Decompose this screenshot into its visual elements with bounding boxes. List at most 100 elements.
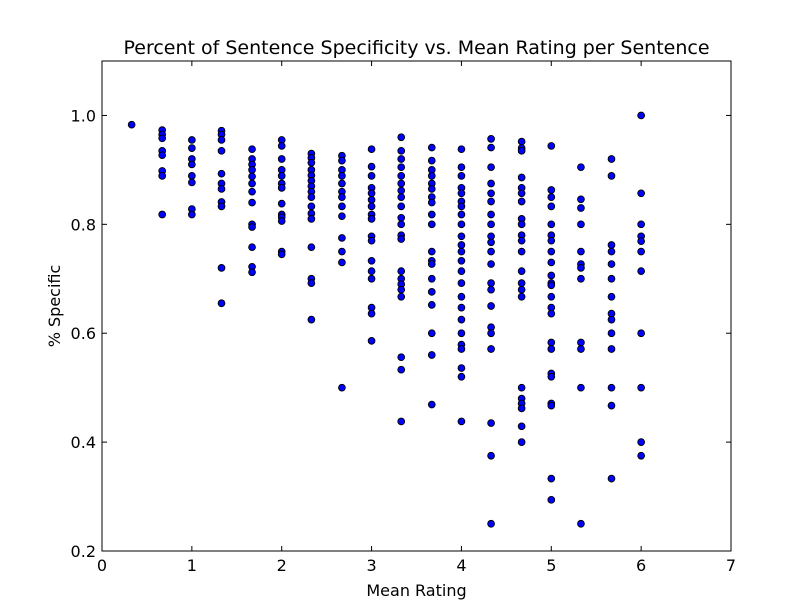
data-point — [457, 145, 466, 154]
data-point — [367, 162, 376, 171]
data-point — [217, 202, 226, 211]
data-point — [637, 329, 645, 338]
data-point — [307, 243, 316, 252]
data-point — [367, 309, 376, 318]
data-point — [307, 315, 316, 324]
data-point — [457, 163, 466, 172]
data-point — [248, 179, 256, 188]
data-point — [248, 187, 256, 196]
data-point — [517, 404, 526, 413]
data-point — [607, 292, 616, 301]
data-point — [547, 247, 556, 256]
data-point — [248, 166, 256, 174]
data-point — [158, 134, 167, 143]
data-point — [487, 163, 495, 172]
data-point — [517, 383, 526, 392]
data-point — [457, 279, 466, 287]
data-point — [217, 264, 226, 272]
x-tick-label: 4 — [456, 556, 466, 575]
data-point — [397, 179, 406, 188]
data-point — [277, 250, 286, 259]
data-point — [188, 144, 196, 152]
data-point — [427, 274, 436, 283]
x-tick-label: 6 — [636, 556, 646, 575]
data-point — [127, 120, 136, 129]
data-point — [487, 220, 495, 229]
data-point — [517, 422, 526, 431]
data-point — [427, 172, 436, 180]
data-point — [487, 179, 495, 188]
data-point — [487, 419, 495, 427]
data-point — [427, 198, 436, 207]
data-point — [487, 247, 495, 256]
data-point — [397, 202, 406, 211]
data-point — [577, 247, 585, 256]
data-point — [457, 241, 466, 249]
data-point — [637, 438, 645, 446]
y-tick-label: 1.0 — [71, 106, 96, 125]
data-point — [397, 133, 406, 142]
data-point — [338, 383, 346, 392]
data-point — [487, 451, 495, 460]
data-point — [517, 197, 526, 206]
data-point — [607, 383, 616, 392]
data-point — [457, 172, 466, 180]
data-point — [547, 338, 556, 347]
data-point — [248, 198, 256, 207]
data-point — [338, 172, 346, 180]
data-point — [397, 146, 406, 155]
data-point — [427, 400, 436, 409]
data-point — [367, 145, 376, 154]
data-point — [397, 292, 406, 301]
data-point — [248, 172, 256, 181]
data-point — [637, 451, 645, 460]
data-point — [607, 241, 616, 249]
data-point — [217, 185, 226, 193]
data-point — [487, 143, 495, 152]
data-point — [188, 178, 196, 187]
chart-title: Percent of Sentence Specificity vs. Mean… — [123, 37, 709, 59]
data-point — [547, 495, 556, 504]
data-point — [367, 189, 376, 198]
data-point — [307, 215, 316, 223]
data-point — [577, 519, 585, 528]
data-point — [158, 172, 167, 180]
data-point — [607, 155, 616, 163]
data-point — [338, 179, 346, 188]
data-point — [367, 236, 376, 245]
data-point — [338, 258, 346, 267]
data-point — [487, 238, 495, 247]
data-point — [637, 247, 645, 256]
data-point — [457, 364, 466, 372]
data-point — [277, 184, 286, 192]
x-tick-label: 0 — [97, 556, 107, 575]
data-point — [427, 156, 436, 165]
data-point — [517, 267, 526, 276]
data-point — [547, 309, 556, 318]
data-point — [547, 236, 556, 245]
data-point — [427, 185, 436, 193]
data-point — [457, 303, 466, 312]
data-point — [277, 172, 286, 180]
data-point — [547, 258, 556, 267]
data-point — [158, 151, 167, 160]
data-point — [307, 202, 316, 211]
data-point — [457, 292, 466, 301]
data-point — [367, 256, 376, 265]
data-point — [607, 345, 616, 353]
data-point — [457, 315, 466, 324]
data-point — [517, 236, 526, 245]
data-point — [547, 474, 556, 483]
data-point — [427, 143, 436, 152]
data-point — [307, 193, 316, 201]
data-point — [367, 202, 376, 211]
data-point — [577, 383, 585, 392]
data-point — [277, 142, 286, 150]
data-point — [637, 267, 645, 276]
data-point — [397, 285, 406, 294]
data-point — [607, 474, 616, 483]
data-point — [427, 220, 436, 229]
data-point — [397, 186, 406, 195]
y-axis-label: % Specific — [45, 265, 64, 348]
data-point — [517, 146, 526, 155]
